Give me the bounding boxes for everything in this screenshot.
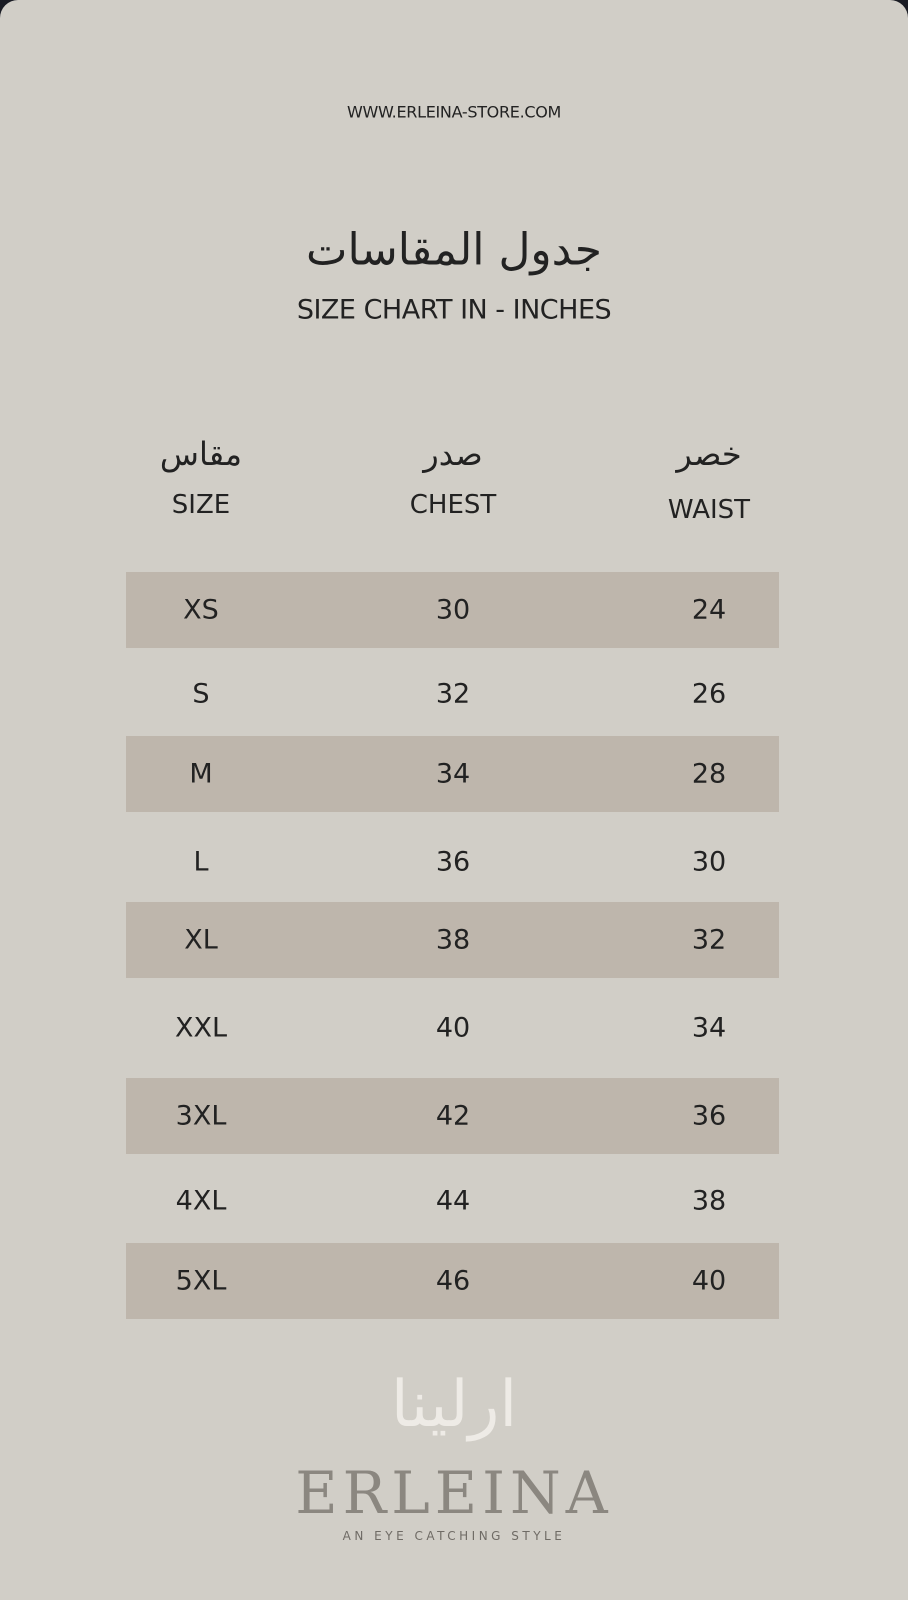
header-size: SIZE (171, 490, 231, 520)
cell-waist: 28 (691, 758, 727, 790)
cell-waist: 38 (691, 1185, 727, 1217)
cell-chest: 32 (435, 678, 471, 710)
page-title-arabic: جدول المقاسات (306, 224, 602, 276)
cell-size: XL (184, 924, 218, 956)
cell-size: 4XL (175, 1185, 227, 1217)
cell-chest: 34 (435, 758, 471, 790)
table-row: XS 30 24 (126, 572, 779, 648)
table-row: 5XL 46 40 (126, 1243, 779, 1319)
cell-size: 5XL (175, 1265, 227, 1297)
header-waist-arabic: خصر (676, 435, 742, 473)
cell-waist: 34 (691, 1012, 727, 1044)
cell-chest: 44 (435, 1185, 471, 1217)
cell-chest: 46 (435, 1265, 471, 1297)
cell-size: M (189, 758, 213, 790)
cell-chest: 38 (435, 924, 471, 956)
cell-waist: 26 (691, 678, 727, 710)
cell-size: XS (183, 594, 219, 626)
website-url[interactable]: WWW.ERLEINA-STORE.COM (346, 102, 562, 122)
cell-size: S (192, 678, 210, 710)
header-chest: CHEST (409, 490, 497, 520)
cell-size: XXL (174, 1012, 228, 1044)
header-size-arabic: مقاس (159, 435, 243, 473)
cell-size: L (193, 846, 209, 878)
table-row: 4XL 44 38 (126, 1163, 779, 1239)
table-row: XXL 40 34 (126, 990, 779, 1066)
page-title: SIZE CHART IN - INCHES (296, 294, 612, 326)
table-row: M 34 28 (126, 736, 779, 812)
brand-tagline: AN EYE CATCHING STYLE (342, 1529, 566, 1543)
cell-chest: 36 (435, 846, 471, 878)
cell-waist: 30 (691, 846, 727, 878)
cell-size: 3XL (175, 1100, 227, 1132)
cell-waist: 40 (691, 1265, 727, 1297)
table-row: L 36 30 (126, 824, 779, 900)
cell-chest: 42 (435, 1100, 471, 1132)
brand-logo: ERLEINA (295, 1459, 613, 1527)
cell-waist: 36 (691, 1100, 727, 1132)
cell-waist: 24 (691, 594, 727, 626)
header-waist: WAIST (667, 495, 751, 525)
brand-logo-arabic: ارلينا (390, 1368, 518, 1442)
cell-chest: 40 (435, 1012, 471, 1044)
cell-waist: 32 (691, 924, 727, 956)
table-row: S 32 26 (126, 656, 779, 732)
header-chest-arabic: صدر (423, 435, 483, 473)
table-row: 3XL 42 36 (126, 1078, 779, 1154)
cell-chest: 30 (435, 594, 471, 626)
table-row: XL 38 32 (126, 902, 779, 978)
